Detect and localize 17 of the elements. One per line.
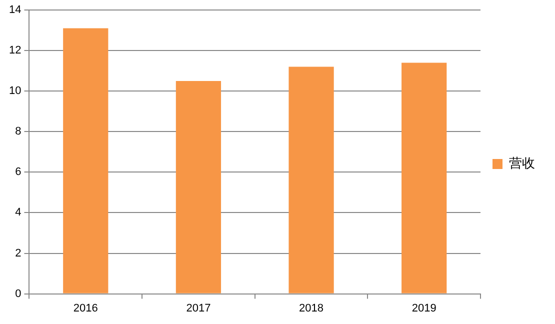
bar [402,62,447,294]
y-tick-label: 0 [15,288,22,300]
y-tick-label: 12 [8,44,22,57]
x-tick-label: 2016 [73,302,98,314]
y-tick-label: 2 [15,247,22,260]
x-tick-label: 2019 [412,302,436,314]
bar [176,80,222,294]
legend-label: 营收 [509,156,535,172]
y-tick-label: 10 [8,85,22,98]
y-tick-label: 6 [15,166,22,178]
x-tick-label: 2018 [299,302,324,314]
y-tick-label: 14 [8,4,22,16]
y-tick-label: 8 [15,126,22,138]
x-tick-label: 2017 [186,302,211,314]
bar [63,28,108,294]
y-tick-label: 4 [15,206,22,219]
bar [288,66,334,294]
